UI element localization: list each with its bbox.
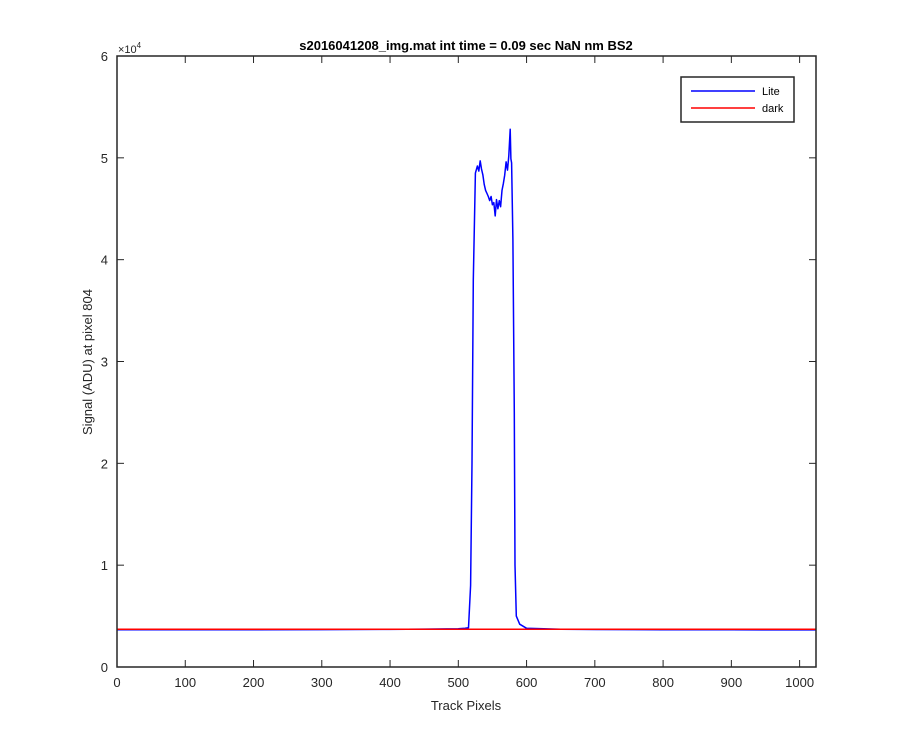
x-tick-label: 100 [174, 675, 196, 690]
y-exponent-label: ×104 [118, 41, 142, 56]
x-tick-label: 700 [584, 675, 606, 690]
y-tick-label: 3 [101, 355, 108, 370]
x-tick-label: 400 [379, 675, 401, 690]
ticks-layer: 0 100 200 300 400 500 600 700 800 900 1000 0 1 2 3 4 5 6 [101, 49, 816, 690]
x-tick-label: 0 [113, 675, 120, 690]
x-tick-label: 500 [447, 675, 469, 690]
x-tick-label: 600 [516, 675, 538, 690]
x-tick-label: 900 [721, 675, 743, 690]
legend-label-lite: Lite [762, 86, 780, 98]
chart-title: s2016041208_img.mat int time = 0.09 sec … [299, 38, 633, 53]
y-tick-label: 0 [101, 660, 108, 675]
y-axis-label: Signal (ADU) at pixel 804 [80, 289, 95, 435]
legend-box [680, 76, 795, 123]
x-axis-label: Track Pixels [431, 698, 502, 713]
plot-area [117, 56, 816, 667]
y-exponent-power: 4 [137, 41, 142, 50]
legend-label-dark: dark [762, 103, 784, 115]
y-tick-label: 6 [101, 49, 108, 64]
y-tick-label: 1 [101, 558, 108, 573]
x-tick-label: 300 [311, 675, 333, 690]
y-tick-label: 4 [101, 253, 108, 268]
series-layer [117, 128, 817, 631]
y-tick-label: 5 [101, 151, 108, 166]
series-line-lite [117, 128, 817, 631]
y-tick-label: 2 [101, 456, 108, 471]
x-tick-label: 800 [652, 675, 674, 690]
x-tick-label: 1000 [785, 675, 814, 690]
y-exponent-base: ×10 [118, 44, 137, 56]
x-tick-label: 200 [243, 675, 265, 690]
axes-box [116, 55, 817, 668]
legend: Lite dark [680, 76, 795, 123]
svg-text:×104: ×104 [118, 41, 142, 56]
